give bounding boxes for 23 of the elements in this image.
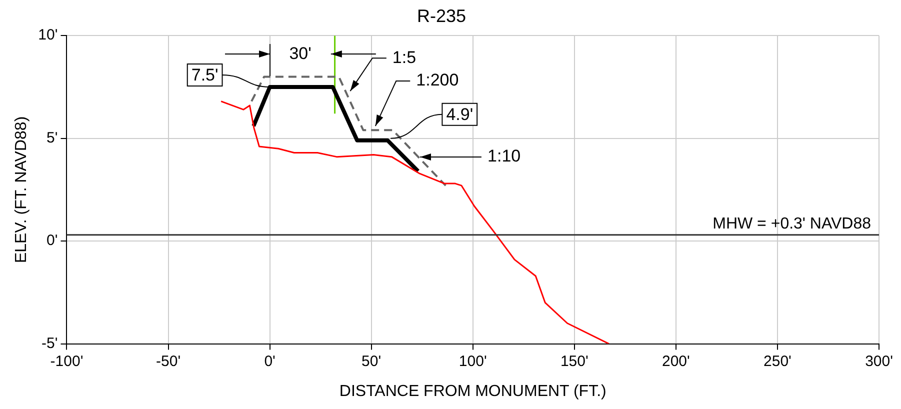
ref-line-label: MHW = +0.3' NAVD88	[712, 215, 872, 232]
annotation: 1:200	[416, 70, 459, 90]
annotation: 30'	[289, 44, 312, 63]
annotation: 7.5'	[191, 66, 218, 85]
x-tick-label: 200'	[662, 352, 690, 370]
y-axis-title: ELEV. (FT. NAVD88)	[13, 116, 30, 264]
annotation: 1:5	[392, 48, 416, 67]
x-tick-label: 300'	[865, 352, 894, 370]
x-tick-label: 250'	[764, 352, 792, 370]
annotation: 1:10	[488, 146, 521, 166]
x-tick-label: 0'	[264, 352, 276, 370]
y-tick-label: -5'	[42, 334, 58, 352]
x-tick-label: -100'	[50, 352, 84, 370]
x-tick-label: 150'	[560, 352, 588, 370]
y-tick-label: 5'	[46, 129, 58, 146]
x-tick-label: -50'	[156, 352, 181, 370]
x-tick-label: 100'	[458, 352, 487, 370]
chart-title: R-235	[416, 6, 466, 26]
x-tick-label: 50'	[362, 352, 382, 370]
x-axis-title: DISTANCE FROM MONUMENT (FT.)	[339, 382, 606, 400]
y-tick-label: 0'	[46, 232, 58, 250]
y-tick-label: 10'	[38, 26, 58, 44]
annotation: 4.9'	[446, 105, 474, 124]
